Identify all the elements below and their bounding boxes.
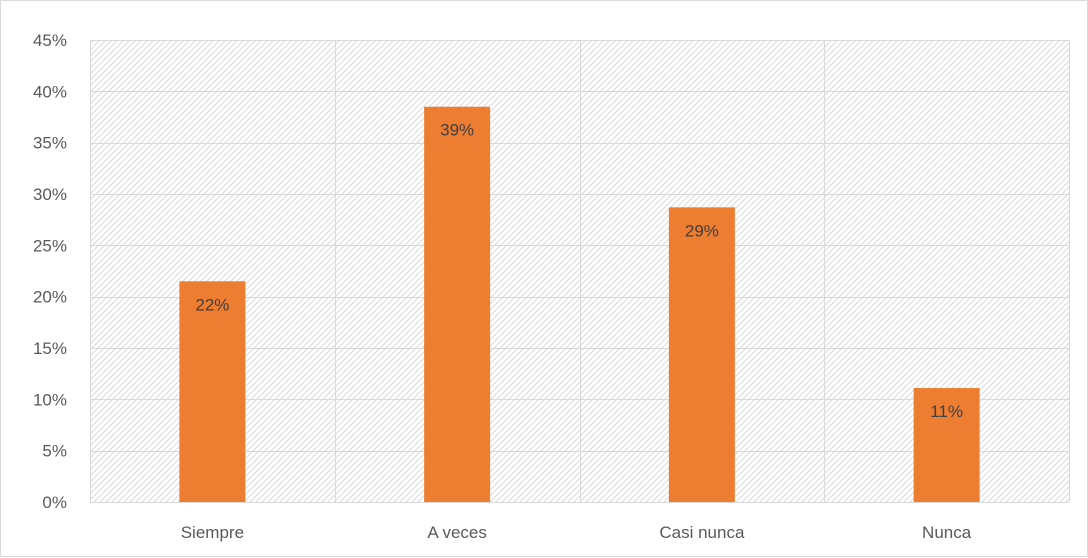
y-tick-label: 25% [33, 236, 67, 255]
y-tick-label: 5% [42, 442, 67, 461]
y-axis: 0% 5% 10% 15% 20% 25% 30% 35% 40% 45% [33, 31, 67, 512]
bar-1 [424, 106, 491, 502]
y-tick-label: 20% [33, 288, 67, 307]
data-label: 22% [195, 295, 229, 314]
plot-area [90, 40, 1069, 502]
x-axis: Siempre A veces Casi nunca Nunca [181, 523, 972, 542]
y-tick-label: 10% [33, 390, 67, 409]
y-tick-label: 45% [33, 31, 67, 50]
y-tick-label: 35% [33, 134, 67, 153]
gridlines [90, 40, 1070, 503]
y-tick-label: 0% [42, 493, 67, 512]
bar-2 [668, 207, 735, 502]
data-labels-group: 22% 39% 29% 11% [195, 121, 963, 421]
x-tick-label: Nunca [922, 523, 972, 542]
bars-group [179, 106, 980, 502]
y-tick-label: 30% [33, 185, 67, 204]
y-tick-label: 15% [33, 339, 67, 358]
x-tick-label: Casi nunca [659, 523, 745, 542]
data-label: 11% [930, 402, 963, 421]
x-tick-label: Siempre [181, 523, 244, 542]
y-tick-label: 40% [33, 82, 67, 101]
data-label: 29% [685, 221, 719, 240]
x-tick-label: A veces [427, 523, 487, 542]
bar-3 [913, 388, 980, 502]
bar-0 [179, 281, 246, 502]
data-label: 39% [440, 121, 474, 140]
